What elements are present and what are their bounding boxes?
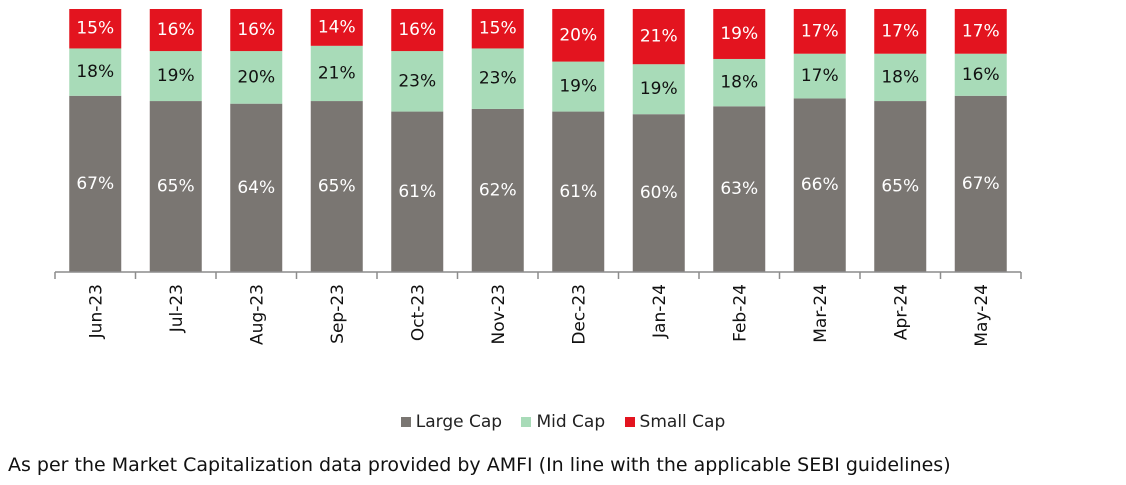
data-label-large-cap-nov-23: 62% [479, 180, 517, 200]
bar-mid-cap-nov-23 [471, 48, 524, 109]
legend-item-mid-cap: Mid Cap [521, 412, 605, 432]
data-label-large-cap-feb-24: 63% [720, 179, 758, 199]
data-label-small-cap-jan-24: 21% [640, 27, 678, 47]
data-label-mid-cap-jan-24: 19% [640, 79, 678, 99]
data-label-mid-cap-apr-24: 18% [881, 67, 919, 87]
data-label-small-cap-jul-23: 16% [157, 20, 195, 40]
legend-label-large-cap: Large Cap [415, 412, 503, 432]
bar-large-cap-mar-24 [793, 98, 846, 272]
bar-large-cap-nov-23 [471, 108, 524, 272]
x-tick-label-feb-24: Feb-24 [730, 284, 750, 342]
data-label-small-cap-mar-24: 17% [801, 21, 839, 41]
x-tick-label-sep-23: Sep-23 [328, 284, 348, 344]
bar-small-cap-feb-24 [713, 9, 766, 59]
bar-mid-cap-jul-23 [149, 51, 202, 102]
bar-mid-cap-jan-24 [632, 64, 685, 115]
bar-small-cap-dec-23 [552, 9, 605, 62]
bar-large-cap-apr-24 [874, 101, 927, 272]
data-label-large-cap-may-24: 67% [962, 174, 1000, 194]
bar-mid-cap-dec-23 [552, 61, 605, 112]
bar-large-cap-oct-23 [391, 111, 444, 272]
bar-small-cap-sep-23 [310, 9, 363, 46]
bar-large-cap-aug-23 [230, 103, 283, 273]
x-tick-label-dec-23: Dec-23 [569, 284, 589, 345]
data-label-large-cap-jun-23: 67% [76, 174, 114, 194]
x-tick-label-oct-23: Oct-23 [408, 284, 428, 341]
x-tick-label-jun-23: Jun-23 [86, 284, 106, 339]
bar-large-cap-feb-24 [713, 106, 766, 272]
data-label-small-cap-aug-23: 16% [237, 20, 275, 40]
bar-mid-cap-may-24 [954, 53, 1007, 96]
legend-label-mid-cap: Mid Cap [536, 412, 606, 432]
bar-large-cap-jul-23 [149, 101, 202, 272]
data-label-mid-cap-may-24: 16% [962, 65, 1000, 85]
data-label-mid-cap-sep-23: 21% [318, 63, 356, 83]
legend-swatch-small-cap [624, 417, 635, 427]
data-label-small-cap-jun-23: 15% [76, 19, 114, 39]
data-label-mid-cap-oct-23: 23% [398, 71, 436, 91]
bar-small-cap-jul-23 [149, 9, 202, 52]
legend-item-small-cap: Small Cap [624, 412, 726, 432]
data-label-mid-cap-feb-24: 18% [720, 73, 758, 93]
x-tick-label-aug-23: Aug-23 [247, 284, 267, 345]
bar-large-cap-may-24 [954, 95, 1007, 272]
data-label-large-cap-apr-24: 65% [881, 177, 919, 197]
data-label-mid-cap-dec-23: 19% [559, 77, 597, 97]
x-tick-label-jan-24: Jan-24 [650, 284, 670, 339]
data-label-small-cap-oct-23: 16% [398, 20, 436, 40]
x-tick-label-nov-23: Nov-23 [489, 284, 509, 345]
data-label-mid-cap-jun-23: 18% [76, 62, 114, 82]
data-label-large-cap-oct-23: 61% [398, 182, 436, 202]
data-label-large-cap-sep-23: 65% [318, 177, 356, 197]
bar-large-cap-jan-24 [632, 114, 685, 272]
data-label-mid-cap-aug-23: 20% [237, 67, 275, 87]
bar-small-cap-aug-23 [230, 9, 283, 52]
bar-small-cap-mar-24 [793, 9, 846, 54]
bar-small-cap-nov-23 [471, 9, 524, 49]
legend: Large Cap Mid Cap Small Cap [0, 412, 1126, 432]
legend-label-small-cap: Small Cap [639, 412, 726, 432]
bar-small-cap-may-24 [954, 9, 1007, 54]
data-label-small-cap-may-24: 17% [962, 21, 1000, 41]
bar-mid-cap-apr-24 [874, 53, 927, 102]
bar-mid-cap-aug-23 [230, 51, 283, 104]
data-label-mid-cap-mar-24: 17% [801, 66, 839, 86]
bar-small-cap-oct-23 [391, 9, 444, 52]
bar-mid-cap-mar-24 [793, 53, 846, 99]
bar-small-cap-jan-24 [632, 9, 685, 65]
legend-swatch-mid-cap [521, 417, 532, 427]
data-label-mid-cap-jul-23: 19% [157, 66, 195, 86]
legend-item-large-cap: Large Cap [400, 412, 503, 432]
stacked-bar-chart: 67% 18% 15% 65% 19% 16% 64% 20% 16% 65% 21% 14% 61% 2… [54, 9, 1022, 347]
data-label-large-cap-aug-23: 64% [237, 178, 275, 198]
data-label-small-cap-feb-24: 19% [720, 24, 758, 44]
x-tick-label-mar-24: Mar-24 [811, 284, 831, 343]
data-label-small-cap-apr-24: 17% [881, 21, 919, 41]
bar-mid-cap-feb-24 [713, 58, 766, 107]
x-tick-label-apr-24: Apr-24 [891, 284, 911, 340]
data-label-large-cap-mar-24: 66% [801, 175, 839, 195]
source-note: As per the Market Capitalization data pr… [8, 454, 951, 476]
bar-large-cap-jun-23 [69, 95, 122, 272]
data-label-small-cap-dec-23: 20% [559, 25, 597, 45]
bar-small-cap-apr-24 [874, 9, 927, 54]
x-tick-label-jul-23: Jul-23 [167, 284, 187, 333]
bar-mid-cap-sep-23 [310, 45, 363, 102]
data-label-large-cap-jul-23: 65% [157, 177, 195, 197]
legend-swatch-large-cap [400, 417, 411, 427]
data-label-mid-cap-nov-23: 23% [479, 69, 517, 89]
bar-mid-cap-jun-23 [69, 48, 122, 96]
bar-small-cap-jun-23 [69, 9, 122, 49]
data-label-small-cap-sep-23: 14% [318, 17, 356, 37]
bar-large-cap-sep-23 [310, 101, 363, 272]
data-label-small-cap-nov-23: 15% [479, 19, 517, 39]
data-label-large-cap-jan-24: 60% [640, 183, 678, 203]
bar-mid-cap-oct-23 [391, 51, 444, 112]
x-tick-label-may-24: May-24 [972, 284, 992, 347]
data-label-large-cap-dec-23: 61% [559, 182, 597, 202]
bar-large-cap-dec-23 [552, 111, 605, 272]
